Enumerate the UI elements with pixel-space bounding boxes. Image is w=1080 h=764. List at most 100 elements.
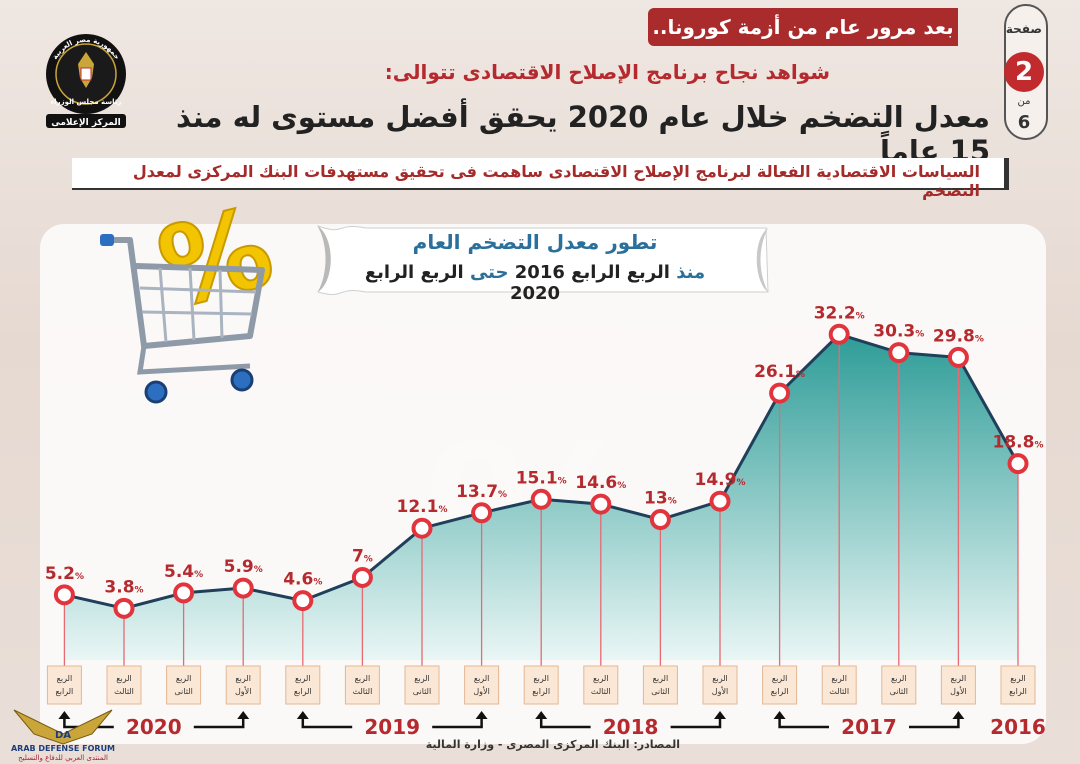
subtitle: شواهد نجاح برنامج الإصلاح الاقتصادى تتوا…: [384, 60, 830, 84]
quarter-tag: الربع الرابع: [762, 665, 798, 705]
year-bracket-left: [301, 717, 353, 729]
arrow-up-icon: [296, 711, 309, 719]
quarter-tag: الربع الثانى: [881, 665, 917, 705]
data-label-unit: %: [194, 570, 203, 580]
quarter-tag: الربع الثالث: [821, 665, 857, 705]
year-label: 2018: [603, 715, 659, 739]
note-bar: [72, 158, 1009, 190]
data-label: 15.1%: [516, 468, 567, 488]
data-point: [828, 323, 850, 345]
arrow-up-icon: [58, 711, 71, 719]
arrow-up-icon: [773, 711, 786, 719]
quarter-box: [762, 665, 798, 705]
quarter-box: [404, 665, 440, 705]
quarter-box: [106, 665, 142, 705]
quarter-box: [464, 665, 500, 705]
page-total: 6: [1017, 112, 1031, 133]
quarter-label: الرابع: [532, 687, 550, 696]
data-point: [351, 566, 373, 588]
quarter-label: الربع: [414, 674, 430, 683]
quarter-box: [1000, 665, 1036, 705]
quarter-tag: الربع الأول: [940, 665, 976, 705]
quarter-label: الربع: [176, 674, 192, 683]
data-point: [173, 582, 195, 604]
data-label-unit: %: [135, 585, 144, 595]
year-bracket-right: [670, 717, 722, 729]
quarter-box: [225, 665, 261, 705]
shopping-cart-icon: %: [100, 196, 280, 404]
data-label: 3.8%: [104, 577, 143, 597]
quarter-label: الربع: [474, 674, 490, 683]
quarter-tag: الربع الثانى: [404, 665, 440, 705]
quarter-label: الأول: [712, 686, 728, 696]
quarter-box: [46, 665, 82, 705]
quarter-label: الرابع: [294, 687, 312, 696]
quarter-tag: الربع الرابع: [46, 665, 82, 705]
data-point: [53, 584, 75, 606]
quarter-label: الربع: [593, 674, 609, 683]
data-label-unit: %: [498, 490, 507, 500]
data-label-unit: %: [75, 572, 84, 582]
quarter-label: الثانى: [174, 687, 192, 696]
chart-subtitle-end: الربع الرابع 2020: [364, 262, 561, 304]
data-label: 26.1%: [754, 362, 805, 382]
quarter-tag: الربع الثالث: [344, 665, 380, 705]
quarter-label: الربع: [533, 674, 549, 683]
quarter-label: الرابع: [56, 687, 74, 696]
data-label-unit: %: [558, 476, 567, 486]
year-label: 2019: [364, 715, 420, 739]
quarter-label: الربع: [653, 674, 669, 683]
arrow-up-icon: [535, 711, 548, 719]
logo-line2: رئاسة مجلس الوزراء: [51, 98, 122, 106]
data-point: [947, 346, 969, 368]
chart-subtitle: منذ الربع الرابع 2016 حتى الربع الرابع 2…: [340, 262, 730, 304]
data-label: 5.2%: [45, 564, 84, 584]
chart-title: تطور معدل التضخم العام: [412, 230, 658, 254]
quarter-box: [940, 665, 976, 705]
quarter-label: الربع: [951, 674, 967, 683]
quarter-box: [344, 665, 380, 705]
quarter-label: الربع: [831, 674, 847, 683]
data-point: [590, 493, 612, 515]
quarter-label: الثالث: [591, 687, 611, 696]
quarter-label: الرابع: [771, 687, 789, 696]
quarter-box: [166, 665, 202, 705]
quarter-box: [523, 665, 559, 705]
data-label-unit: %: [796, 370, 805, 380]
quarter-label: الثانى: [890, 687, 908, 696]
quarter-label: الربع: [1010, 674, 1026, 683]
data-label: 14.6%: [575, 473, 626, 493]
data-label: 18.8%: [993, 433, 1044, 453]
quarter-box: [881, 665, 917, 705]
quarter-label: الثالث: [829, 687, 849, 696]
quarter-tag: الربع الرابع: [1000, 665, 1036, 705]
data-label-unit: %: [736, 478, 745, 488]
quarter-label: الأول: [950, 686, 966, 696]
forum-watermark: DA: [13, 709, 113, 745]
quarter-label: الربع: [235, 674, 251, 683]
quarter-box: [702, 665, 738, 705]
quarter-label: الرابع: [1009, 687, 1027, 696]
data-label-unit: %: [975, 334, 984, 344]
data-label: 30.3%: [873, 322, 924, 342]
quarter-box: [583, 665, 619, 705]
year-bracket-right: [193, 717, 245, 729]
quarter-label: الربع: [712, 674, 728, 683]
data-label: 13.7%: [456, 482, 507, 502]
data-label: 13%: [644, 489, 677, 509]
quarter-label: الربع: [57, 674, 73, 683]
logo-line3: المركز الإعلامى: [51, 118, 121, 128]
arrow-up-icon: [237, 711, 250, 719]
page-title: معدل التضخم خلال عام 2020 يحقق أفضل مستو…: [175, 100, 990, 168]
data-point: [709, 490, 731, 512]
quarter-tag: الربع الأول: [225, 665, 261, 705]
data-point: [888, 342, 910, 364]
data-label: 12.1%: [397, 497, 448, 517]
year-label: 2016: [990, 715, 1046, 739]
year-bracket-right: [909, 717, 960, 729]
data-point: [1007, 453, 1029, 475]
quarter-tag: الربع الرابع: [285, 665, 321, 705]
page-number: 2: [1004, 52, 1044, 92]
data-label-unit: %: [668, 497, 677, 507]
